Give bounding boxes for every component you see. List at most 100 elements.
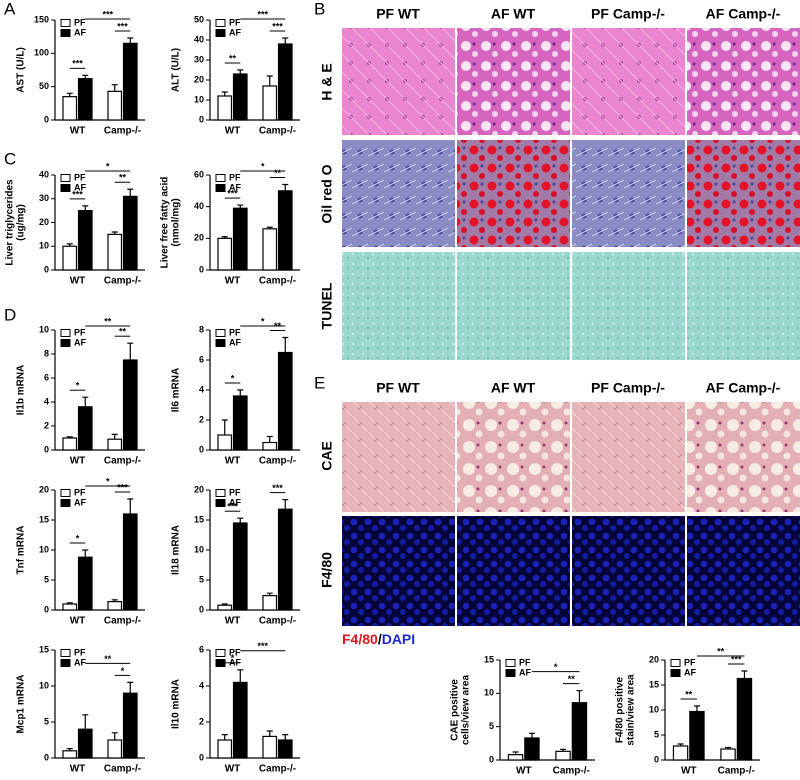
significance-label: *** [272, 21, 283, 31]
legend-swatch [505, 659, 516, 667]
legend-swatch [215, 184, 226, 192]
y-tick-label: 10 [194, 544, 204, 554]
y-tick-label: 2 [44, 420, 49, 430]
legend-label: AF [519, 667, 531, 677]
y-tick-label: 6 [199, 644, 204, 654]
bar [107, 233, 123, 271]
bar [122, 42, 138, 121]
legend-label: PF [229, 647, 241, 657]
significance-label: *** [227, 502, 238, 512]
legend-swatch [215, 649, 226, 657]
legend-swatch [60, 499, 71, 507]
bar [217, 739, 233, 759]
stain-caption-part: / [378, 631, 382, 647]
y-tick-label: 0 [199, 114, 204, 124]
error-bar [266, 226, 273, 229]
y-tick-label: 0 [44, 444, 49, 454]
error-bar [221, 419, 228, 435]
legend-label: PF [74, 487, 86, 497]
y-axis-label: Il6 mRNA [171, 368, 182, 412]
micrograph [342, 140, 455, 247]
micrograph [342, 28, 455, 135]
error-bar [266, 592, 273, 596]
legend-swatch [60, 489, 71, 497]
x-tick-label: WT [681, 766, 697, 777]
legend-swatch [60, 329, 71, 337]
column-header: AF Camp-/- [706, 380, 781, 396]
bar [232, 395, 248, 451]
legend-swatch [215, 659, 226, 667]
y-axis-label: stain/view area [626, 674, 637, 746]
micrograph [572, 140, 685, 247]
y-tick-label: 15 [39, 644, 49, 654]
error-bar [266, 435, 273, 443]
y-tick-label: 0 [44, 604, 49, 614]
legend-label: AF [229, 497, 241, 507]
micrograph [457, 252, 570, 360]
y-tick-label: 20 [649, 654, 659, 664]
error-bar [82, 714, 89, 730]
error-bar [282, 37, 289, 44]
legend-swatch [215, 329, 226, 337]
error-bar [528, 732, 535, 738]
row-label: H & E [319, 63, 335, 100]
x-tick-label: WT [225, 456, 241, 467]
x-tick-label: WT [516, 766, 532, 777]
y-axis-label: (ug/mg) [16, 204, 27, 241]
significance-label: * [231, 653, 235, 663]
error-bar [66, 92, 73, 97]
y-axis-label: F4/80 positive [615, 676, 626, 743]
x-tick-label: Camp-/- [553, 766, 590, 777]
legend-label: AF [74, 182, 86, 192]
error-bar [127, 498, 134, 514]
y-tick-label: 10 [194, 94, 204, 104]
significance-label: * [121, 666, 125, 676]
error-bar [221, 603, 228, 606]
x-tick-label: WT [225, 126, 241, 137]
stain-caption-part: DAPI [382, 631, 415, 647]
y-tick-label: 6 [44, 372, 49, 382]
error-bar [82, 74, 89, 79]
y-tick-label: 5 [44, 716, 49, 726]
y-axis-label: Il18 mRNA [171, 525, 182, 575]
bar [672, 745, 689, 761]
error-bar [111, 433, 118, 440]
y-tick-label: 10 [39, 241, 49, 251]
error-bar [82, 396, 89, 407]
y-tick-label: 15 [194, 514, 204, 524]
legend-label: PF [229, 172, 241, 182]
bar [689, 710, 705, 761]
y-tick-label: 10 [649, 704, 659, 714]
x-tick-label: WT [70, 126, 86, 137]
row-label: TUNEL [319, 282, 335, 329]
micrograph [342, 252, 455, 360]
bar [720, 748, 736, 761]
y-tick-label: 5 [44, 574, 49, 584]
panel-label: B [314, 0, 325, 18]
y-tick-label: 5 [654, 729, 659, 739]
error-bar [576, 690, 583, 703]
column-header: AF Camp-/- [706, 6, 781, 22]
error-bar [66, 748, 73, 751]
y-axis-label: Il10 mRNA [171, 679, 182, 729]
legend-label: AF [74, 657, 86, 667]
bar [524, 737, 540, 761]
legend-label: PF [229, 487, 241, 497]
bar [277, 508, 293, 611]
y-tick-label: 0 [44, 114, 49, 124]
legend-swatch [505, 669, 516, 677]
y-tick-label: 20 [194, 233, 204, 243]
bar [507, 754, 524, 761]
row-label: CAE [319, 441, 335, 471]
panel-label: C [4, 149, 16, 168]
significance-label: *** [258, 641, 269, 651]
y-tick-label: 4 [199, 384, 204, 394]
legend-label: PF [519, 657, 531, 667]
error-bar [725, 746, 732, 749]
error-bar [66, 436, 73, 438]
legend-swatch [60, 29, 71, 37]
bar [122, 195, 138, 271]
column-header: AF WT [491, 6, 536, 22]
bar [107, 600, 123, 611]
bar [122, 359, 138, 451]
